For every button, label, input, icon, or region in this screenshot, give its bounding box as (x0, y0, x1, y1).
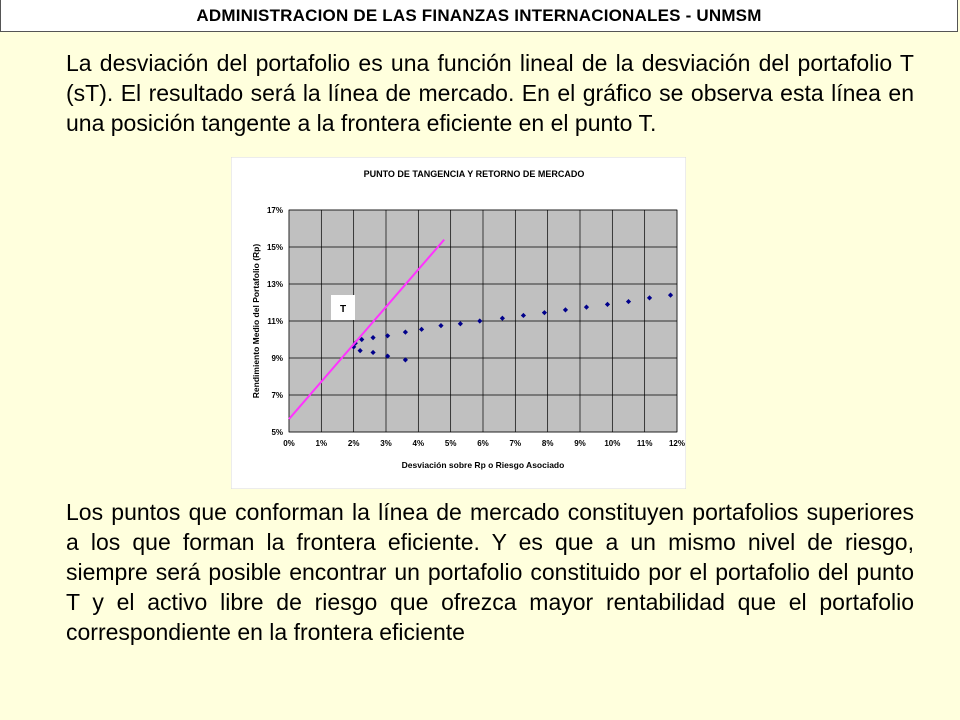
tangency-point-label: T (340, 304, 346, 315)
market-line (288, 238, 445, 420)
y-tick-label: 9% (271, 354, 283, 363)
intro-paragraph: La desviación del portafolio es una func… (66, 50, 914, 136)
data-point (520, 312, 527, 319)
slide-title: ADMINISTRACION DE LAS FINANZAS INTERNACI… (196, 6, 762, 25)
x-tick-label: 2% (348, 439, 360, 448)
x-tick-label: 1% (316, 439, 328, 448)
data-point (625, 298, 632, 305)
x-axis-label: Desviación sobre Rp o Riesgo Asociado (402, 460, 565, 470)
data-point (438, 323, 444, 329)
y-tick-label: 11% (267, 317, 283, 326)
x-tick-label: 10% (604, 439, 620, 448)
y-tick-label: 15% (267, 243, 283, 252)
x-tick-label: 7% (510, 439, 522, 448)
x-tick-label: 0% (283, 439, 295, 448)
x-tick-label: 8% (542, 439, 554, 448)
x-tick-label: 12% (669, 439, 685, 448)
y-axis-label: Rendimiento Medio del Portafolio (Rp) (251, 244, 261, 399)
x-tick-label: 11% (637, 439, 653, 448)
chart-title: PUNTO DE TANGENCIA Y RETORNO DE MERCADO (364, 169, 585, 179)
y-tick-label: 7% (271, 391, 283, 400)
x-axis-ticks: 0% 1% 2% 3% 4% 5% 6% 7% 8% 9% 10% 11% 12% (283, 439, 685, 448)
chart-container: PUNTO DE TANGENCIA Y RETORNO DE MERCADO … (230, 156, 687, 490)
y-tick-label: 13% (267, 280, 283, 289)
market-line-chart: PUNTO DE TANGENCIA Y RETORNO DE MERCADO … (230, 156, 687, 490)
x-tick-label: 6% (477, 439, 489, 448)
y-tick-label: 5% (271, 428, 283, 437)
data-point (499, 315, 505, 321)
data-point (477, 318, 483, 324)
x-tick-label: 5% (445, 439, 457, 448)
grid-lines (288, 209, 678, 433)
x-tick-label: 9% (574, 439, 586, 448)
data-point (646, 295, 653, 301)
conclusion-paragraph: Los puntos que conforman la línea de mer… (66, 499, 914, 645)
tangency-label-box (331, 295, 355, 320)
data-point (370, 349, 376, 356)
x-tick-label: 4% (413, 439, 425, 448)
data-point (604, 301, 611, 307)
data-point (667, 292, 674, 298)
slide-header: ADMINISTRACION DE LAS FINANZAS INTERNACI… (0, 0, 958, 32)
data-point (359, 336, 365, 343)
data-point (418, 326, 425, 332)
y-tick-label: 17% (267, 206, 283, 215)
data-point (562, 307, 569, 313)
y-axis-ticks: 5% 7% 9% 11% 13% 15% 17% (267, 206, 283, 437)
x-tick-label: 3% (380, 439, 392, 448)
data-point (583, 304, 590, 310)
